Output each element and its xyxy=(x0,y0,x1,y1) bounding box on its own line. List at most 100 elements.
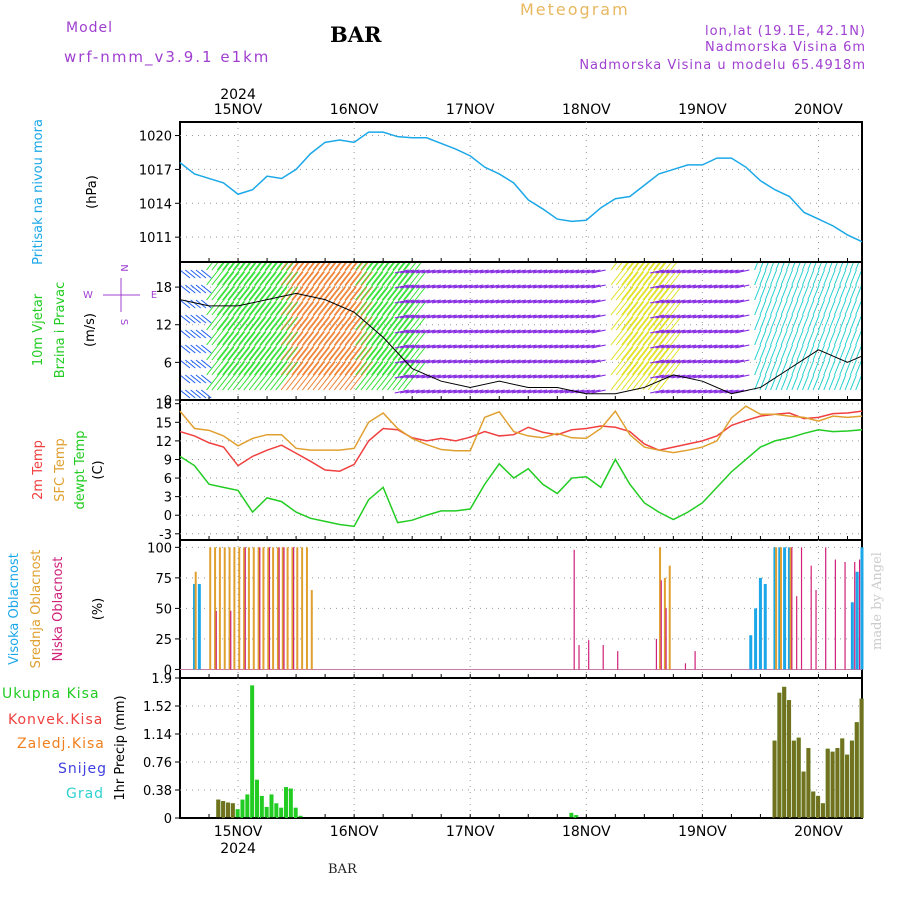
wind-arrow xyxy=(754,329,762,346)
wind-arrow xyxy=(296,331,320,361)
wind-arrow xyxy=(564,284,580,289)
wind-arrow xyxy=(642,262,650,271)
precip-bar-konvek-kisa xyxy=(820,803,825,818)
cloud-bar-niska-oblacnost xyxy=(617,651,619,670)
y-tick-label: 0 xyxy=(164,663,172,678)
y-tick-label: 50 xyxy=(155,602,172,617)
wind-arrow xyxy=(692,314,707,319)
wind-arrow xyxy=(238,262,258,286)
wind-arrow xyxy=(802,359,809,376)
wind-arrow xyxy=(248,316,272,346)
wind-arrow xyxy=(844,299,852,316)
wind-arrow xyxy=(394,359,409,364)
wind-arrow xyxy=(807,329,815,346)
wind-arrow xyxy=(833,269,841,286)
wind-arrow xyxy=(307,262,315,271)
cloud-bar-visoka-oblacnost xyxy=(763,583,767,670)
cloud-bar-srednja-oblacnost xyxy=(305,547,308,670)
wind-arrow xyxy=(275,361,299,391)
cloud-bar-niska-oblacnost xyxy=(858,559,861,670)
wind-arrow xyxy=(339,301,363,331)
y-tick-label: 6 xyxy=(164,356,172,371)
y-tick-label: -3 xyxy=(159,528,172,543)
wind-arrow xyxy=(533,269,548,274)
wind-arrow xyxy=(216,331,240,361)
wind-arrow xyxy=(180,314,191,324)
cloud-bar-niska-oblacnost xyxy=(694,651,696,670)
wind-arrow xyxy=(642,361,666,391)
wind-arrow xyxy=(254,271,277,301)
wind-arrow xyxy=(522,284,537,289)
wind-arrow xyxy=(833,374,841,391)
wind-arrow xyxy=(580,299,596,304)
wind-arrow xyxy=(796,344,804,361)
wind-arrow xyxy=(360,286,384,316)
wind-arrow xyxy=(206,271,229,301)
wind-arrow xyxy=(317,262,338,286)
wind-arrow xyxy=(729,284,745,289)
wind-arrow xyxy=(554,284,569,289)
wind-arrow xyxy=(580,314,596,319)
cloud-bar-niska-oblacnost xyxy=(655,638,658,670)
wind-arrow xyxy=(474,389,489,394)
x-bottom-label: 15NOV xyxy=(214,824,263,840)
wind-arrow xyxy=(365,346,389,376)
wind-arrow xyxy=(365,262,385,286)
wind-arrow xyxy=(447,284,463,289)
wind-arrow xyxy=(687,329,702,334)
wind-arrow xyxy=(400,374,415,379)
wind-arrow xyxy=(254,361,277,391)
wind-arrow xyxy=(708,329,723,334)
x-top-label: 20NOV xyxy=(794,102,843,118)
wind-arrow xyxy=(227,316,251,346)
wind-arrow xyxy=(548,389,564,394)
wind-arrow xyxy=(610,361,634,391)
wind-arrow xyxy=(543,374,558,379)
wind-arrow xyxy=(729,329,745,334)
wind-arrow xyxy=(687,284,702,289)
cloud-bar-visoka-oblacnost xyxy=(773,547,777,670)
wind-arrow xyxy=(855,314,862,331)
wind-arrow xyxy=(227,301,251,331)
wind-arrow xyxy=(301,301,325,331)
wind-arrow xyxy=(610,301,634,331)
wind-arrow xyxy=(828,284,836,301)
wind-arrow xyxy=(490,389,505,394)
wind-arrow xyxy=(485,389,500,394)
wind-arrow xyxy=(849,359,857,376)
wind-arrow xyxy=(823,314,831,331)
wind-arrow xyxy=(676,389,691,394)
wind-arrow xyxy=(828,344,836,361)
wind-arrow xyxy=(360,271,384,301)
wind-arrow xyxy=(543,299,558,304)
wind-arrow xyxy=(323,331,347,361)
wind-arrow xyxy=(570,374,585,379)
wind-arrow xyxy=(631,331,655,361)
wind-arrow xyxy=(570,359,585,364)
y-tick-label: 1.14 xyxy=(143,728,172,743)
wind-arrow xyxy=(764,314,772,331)
wind-arrow xyxy=(586,329,601,334)
precip-bar-konvek-kisa xyxy=(787,700,792,818)
wind-arrow xyxy=(405,344,420,349)
wind-arrow xyxy=(570,344,585,349)
wind-arrow xyxy=(650,389,665,394)
wind-arrow xyxy=(387,331,410,361)
wind-arrow xyxy=(631,286,655,316)
wind-arrow xyxy=(681,359,697,364)
wind-arrow xyxy=(538,389,553,394)
wind-arrow xyxy=(543,269,558,274)
precip-bar-ukupna-kisa xyxy=(259,795,264,818)
wind-arrow xyxy=(655,299,670,304)
wind-arrow xyxy=(360,346,384,376)
wind-arrow xyxy=(697,329,713,334)
wind-arrow xyxy=(559,284,574,289)
wind-arrow xyxy=(564,269,580,274)
cloud-bar-srednja-oblacnost xyxy=(257,547,260,670)
wind-arrow xyxy=(426,299,441,304)
wind-arrow xyxy=(447,329,463,334)
wind-arrow xyxy=(453,299,468,304)
cloud-bar-srednja-oblacnost xyxy=(228,547,231,670)
wind-arrow xyxy=(506,329,521,334)
wind-arrow xyxy=(365,331,389,361)
